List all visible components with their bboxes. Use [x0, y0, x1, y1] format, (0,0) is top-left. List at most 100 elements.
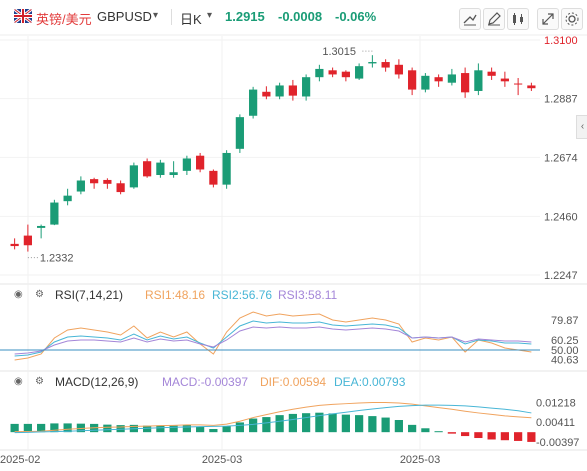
candle-body — [235, 117, 244, 149]
price-axis: 1.3100 1.2887 1.2674 1.2460 1.2247 — [544, 35, 578, 282]
macd-bar — [408, 424, 417, 433]
candle-body — [447, 74, 456, 83]
period-dropdown-chevron-icon[interactable]: ▾ — [207, 10, 213, 21]
candle — [37, 224, 46, 239]
candle — [394, 59, 403, 79]
header-divider — [171, 9, 172, 25]
price-tick-label: 1.2674 — [544, 152, 578, 164]
rsi-line-rsi1 — [14, 311, 532, 361]
macd-bar — [447, 432, 456, 434]
period-selector[interactable]: 日K — [180, 12, 202, 27]
macd-bar — [500, 432, 509, 441]
candle — [196, 152, 205, 173]
candle — [527, 82, 536, 91]
price-change-percent: -0.06% — [335, 9, 377, 24]
macd-bar — [116, 425, 125, 433]
macd-title: MACD(12,26,9) — [55, 375, 139, 389]
rsi1-legend: RSI1:48.16 — [145, 288, 206, 302]
settings-icon[interactable]: ⚙ — [35, 376, 44, 387]
candle-body — [156, 162, 165, 175]
candle-body — [249, 89, 258, 116]
macd-bar — [209, 429, 218, 433]
macd-bar — [315, 412, 324, 433]
macd-legend: MACD:-0.00397 — [162, 375, 249, 389]
candle — [235, 114, 244, 153]
macd-bar — [461, 432, 470, 437]
candle — [209, 169, 218, 188]
symbol-chinese-name[interactable]: 英镑/美元 — [36, 12, 92, 27]
eye-icon[interactable]: ◉ — [14, 376, 23, 387]
macd-bar — [368, 416, 377, 433]
candle — [328, 67, 337, 78]
dif-legend: DIF:0.00594 — [260, 375, 327, 389]
macd-bar — [76, 423, 85, 433]
candle-body — [527, 85, 536, 89]
candle — [275, 82, 284, 100]
candle-body — [288, 85, 297, 96]
candle — [288, 79, 297, 101]
candlestick-type-icon[interactable] — [507, 8, 529, 30]
candle-body — [63, 195, 72, 202]
collapse-panel-chevron-icon[interactable]: ‹ — [576, 115, 587, 139]
candle-body — [37, 225, 46, 228]
candle-body — [434, 77, 443, 82]
candle — [249, 86, 258, 119]
macd-bar — [156, 425, 165, 433]
candle-body — [474, 70, 483, 91]
rsi-line-rsi2 — [14, 320, 532, 357]
candle-body — [487, 71, 496, 76]
macd-bar — [262, 417, 271, 433]
macd-tick-label: 0.00411 — [536, 417, 575, 429]
candle — [76, 176, 85, 195]
rsi-tick-label: 50.00 — [551, 345, 579, 357]
high-price-label: 1.3015 — [322, 46, 356, 58]
chart-header: 英镑/美元 GBPUSD ▾ 日K ▾ 1.2915 -0.0008 -0.06… — [0, 0, 587, 34]
pencil-icon[interactable] — [483, 8, 505, 30]
macd-bar — [355, 415, 364, 433]
candle — [421, 73, 430, 93]
candle-body — [368, 62, 377, 64]
candle — [156, 159, 165, 178]
time-tick-label: 2025-02 — [0, 454, 40, 466]
macd-tick-label: -0.00397 — [536, 437, 579, 449]
candle-body — [421, 75, 430, 90]
macd-bar — [249, 418, 258, 433]
candle — [10, 238, 19, 250]
candle-body — [169, 172, 178, 175]
candle — [63, 188, 72, 206]
macd-bar — [421, 428, 430, 433]
price-tick-label: 1.2460 — [544, 211, 578, 223]
draw-line-icon[interactable] — [459, 8, 481, 30]
uk-flag-icon — [14, 9, 32, 23]
candle — [143, 158, 152, 178]
symbol-code[interactable]: GBPUSD — [97, 9, 152, 24]
rsi-series — [0, 311, 540, 361]
macd-bar — [37, 423, 46, 433]
price-tick-label: 1.3100 — [544, 35, 578, 47]
macd-bar — [434, 431, 443, 433]
candle-body — [408, 70, 417, 90]
macd-bar — [288, 413, 297, 433]
rsi2-legend: RSI2:56.76 — [212, 288, 273, 302]
expand-icon[interactable] — [537, 8, 559, 30]
candle — [355, 63, 364, 80]
rsi3-legend: RSI3:58.11 — [278, 288, 338, 302]
symbol-dropdown-chevron-icon[interactable]: ▾ — [153, 10, 159, 21]
candle-body — [76, 180, 85, 192]
macd-bar — [394, 420, 403, 433]
candle — [408, 67, 417, 96]
candle-body — [116, 183, 125, 193]
candle — [182, 155, 191, 175]
settings-icon[interactable]: ⚙ — [35, 289, 44, 300]
macd-bar — [235, 422, 244, 433]
macd-bar — [103, 424, 112, 433]
candle-body — [222, 152, 231, 185]
eye-icon[interactable]: ◉ — [14, 289, 23, 300]
time-tick-label: 2025-03 — [202, 454, 242, 466]
settings-icon[interactable] — [561, 8, 583, 30]
candle-body — [129, 165, 138, 188]
candle — [315, 64, 324, 82]
candle-body — [50, 202, 59, 225]
